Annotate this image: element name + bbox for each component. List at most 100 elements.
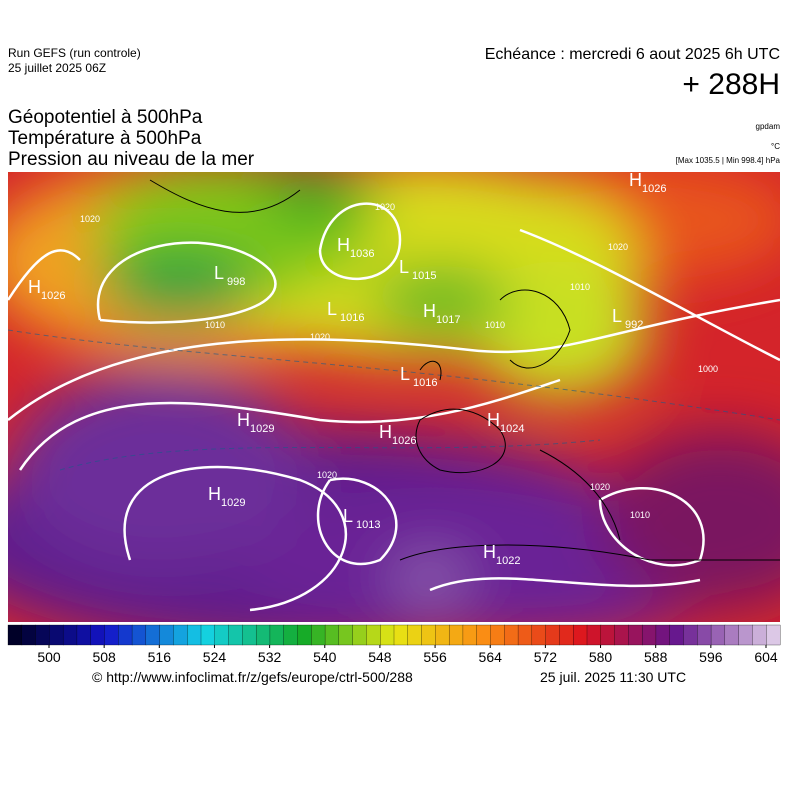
colorbar-cell xyxy=(21,624,37,646)
colorbar-label: 556 xyxy=(423,649,447,665)
center-type: L xyxy=(612,306,622,326)
center-value: 1026 xyxy=(41,290,65,302)
colorbar-cell xyxy=(297,624,312,646)
colorbar-label: 532 xyxy=(258,649,282,665)
isobar-label: 1020 xyxy=(590,482,610,492)
center-type: H xyxy=(379,422,392,442)
colorbar-cell xyxy=(738,624,753,646)
colorbar-cell xyxy=(311,624,326,646)
field-label: Température à 500hPa xyxy=(8,128,202,149)
colorbar-cell xyxy=(600,624,616,646)
isobar-label: 1010 xyxy=(630,510,650,520)
colorbar-cell xyxy=(476,624,491,646)
isobar-label: 1020 xyxy=(310,332,330,342)
colorbar-cell xyxy=(545,624,560,646)
colorbar-label: 540 xyxy=(313,649,337,665)
colorbar-cell xyxy=(324,624,340,646)
colorbar-label: 500 xyxy=(37,649,61,665)
colorbar-cell xyxy=(283,624,298,646)
echeance: Echéance : mercredi 6 aout 2025 6h UTC xyxy=(484,46,780,63)
colorbar-cell xyxy=(242,624,257,646)
colorbar-cell xyxy=(90,624,105,646)
center-value: 1022 xyxy=(496,555,520,567)
colorbar-cell xyxy=(462,624,478,646)
center-value: 1016 xyxy=(413,377,437,389)
colorbar-cell xyxy=(435,624,450,646)
colorbar-cell xyxy=(145,624,161,646)
colorbar-cell xyxy=(448,624,464,646)
center-type: H xyxy=(487,410,500,430)
colorbar-cell xyxy=(187,624,202,646)
colorbar-cell xyxy=(269,624,285,646)
center-type: L xyxy=(327,299,337,319)
center-type: H xyxy=(483,542,496,562)
center-type: H xyxy=(629,170,642,190)
colorbar-cell xyxy=(76,624,92,646)
colorbar-cell xyxy=(655,624,671,646)
center-value: 1024 xyxy=(500,423,524,435)
colorbar-label: 524 xyxy=(203,649,227,665)
colorbar-cell xyxy=(159,624,174,646)
center-value: 1029 xyxy=(221,497,245,509)
colorbar-cell xyxy=(366,624,381,646)
colorbar-cell xyxy=(200,624,216,646)
run-date: 25 juillet 2025 06Z xyxy=(8,61,107,75)
colorbar-cell xyxy=(724,624,740,646)
center-value: 992 xyxy=(625,319,643,331)
colorbar-cell xyxy=(559,624,574,646)
field xyxy=(8,172,780,622)
center-value: 1016 xyxy=(340,312,364,324)
colorbar-label: 604 xyxy=(754,649,778,665)
isobar-label: 1010 xyxy=(485,320,505,330)
colorbar-cell xyxy=(586,624,602,646)
colorbar-cell xyxy=(752,624,767,646)
center-type: H xyxy=(208,484,221,504)
center-value: 1017 xyxy=(436,314,460,326)
colorbar-cell xyxy=(683,624,698,646)
colorbar-cell xyxy=(62,624,78,646)
colorbar-cell xyxy=(35,624,50,646)
colorbar-cell xyxy=(173,624,188,646)
colorbar-cell xyxy=(531,624,547,646)
unit-label: °C xyxy=(771,142,780,151)
colorbar-cell xyxy=(380,624,395,646)
colorbar-label: 508 xyxy=(92,649,116,665)
colorbar-cell xyxy=(7,624,23,646)
center-value: 1029 xyxy=(250,423,274,435)
colorbar-cell xyxy=(131,624,147,646)
center-value: 1026 xyxy=(392,435,416,447)
unit-label: gpdam xyxy=(755,122,780,131)
colorbar-cell xyxy=(407,624,423,646)
center-type: L xyxy=(343,506,353,526)
colorbar-cell xyxy=(255,624,271,646)
center-type: L xyxy=(400,364,410,384)
colorbar-cell xyxy=(393,624,409,646)
issued-time: 25 juil. 2025 11:30 UTC xyxy=(540,669,687,685)
center-type: H xyxy=(237,410,250,430)
colorbar-cell xyxy=(214,624,230,646)
run-label: Run GEFS (run controle) xyxy=(8,46,141,60)
center-value: 1036 xyxy=(350,248,374,260)
colorbar-cell xyxy=(49,624,64,646)
colorbar-label: 548 xyxy=(368,649,392,665)
center-value: 1013 xyxy=(356,519,380,531)
center-type: H xyxy=(337,235,350,255)
colorbar-label: 596 xyxy=(699,649,723,665)
center-type: H xyxy=(423,301,436,321)
colorbar-cell xyxy=(352,624,367,646)
center-value: 1026 xyxy=(642,183,666,195)
colorbar-cell xyxy=(118,624,133,646)
isobar-label: 1020 xyxy=(375,202,395,212)
center-type: H xyxy=(28,277,41,297)
colorbar-label: 588 xyxy=(644,649,668,665)
colorbar-cell xyxy=(710,624,726,646)
colorbar-label: 564 xyxy=(479,649,503,665)
center-type: L xyxy=(399,257,409,277)
colorbar-label: 572 xyxy=(534,649,558,665)
colorbar-cell xyxy=(517,624,533,646)
field-label: Géopotentiel à 500hPa xyxy=(8,107,203,128)
field-label: Pression au niveau de la mer xyxy=(8,149,255,170)
colorbar-cell xyxy=(766,624,781,646)
